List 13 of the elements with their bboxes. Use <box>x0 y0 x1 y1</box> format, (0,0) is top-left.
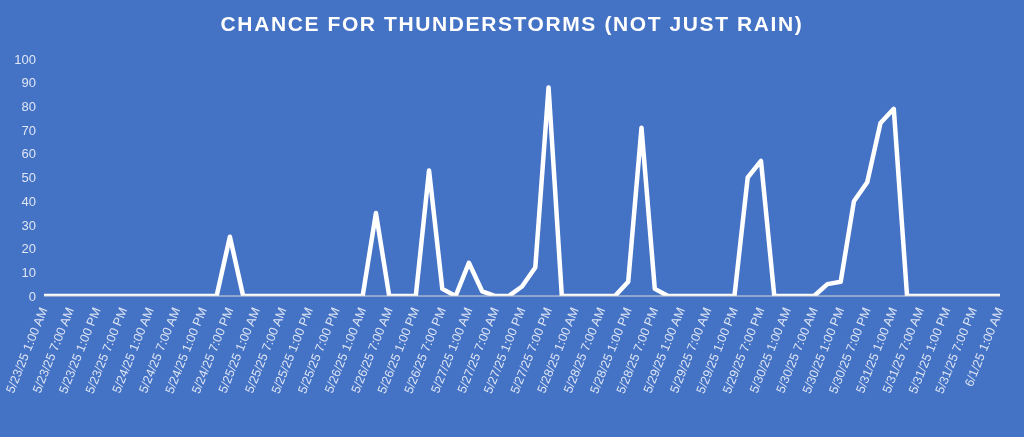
chart-title: CHANCE FOR THUNDERSTORMS (NOT JUST RAIN) <box>219 12 805 36</box>
y-tick-label: 60 <box>21 146 36 162</box>
y-tick-label: 80 <box>21 99 36 115</box>
line-series <box>41 85 1003 296</box>
y-tick-label: 70 <box>21 122 36 138</box>
y-tick-label: 10 <box>21 264 36 280</box>
y-tick-label: 90 <box>21 75 36 91</box>
y-tick-label: 30 <box>21 217 36 233</box>
y-tick-label: 40 <box>21 193 36 209</box>
y-tick-label: 20 <box>21 241 36 257</box>
y-tick-label: 0 <box>28 288 36 304</box>
y-tick-label: 100 <box>14 51 36 67</box>
y-tick-label: 50 <box>21 170 36 186</box>
